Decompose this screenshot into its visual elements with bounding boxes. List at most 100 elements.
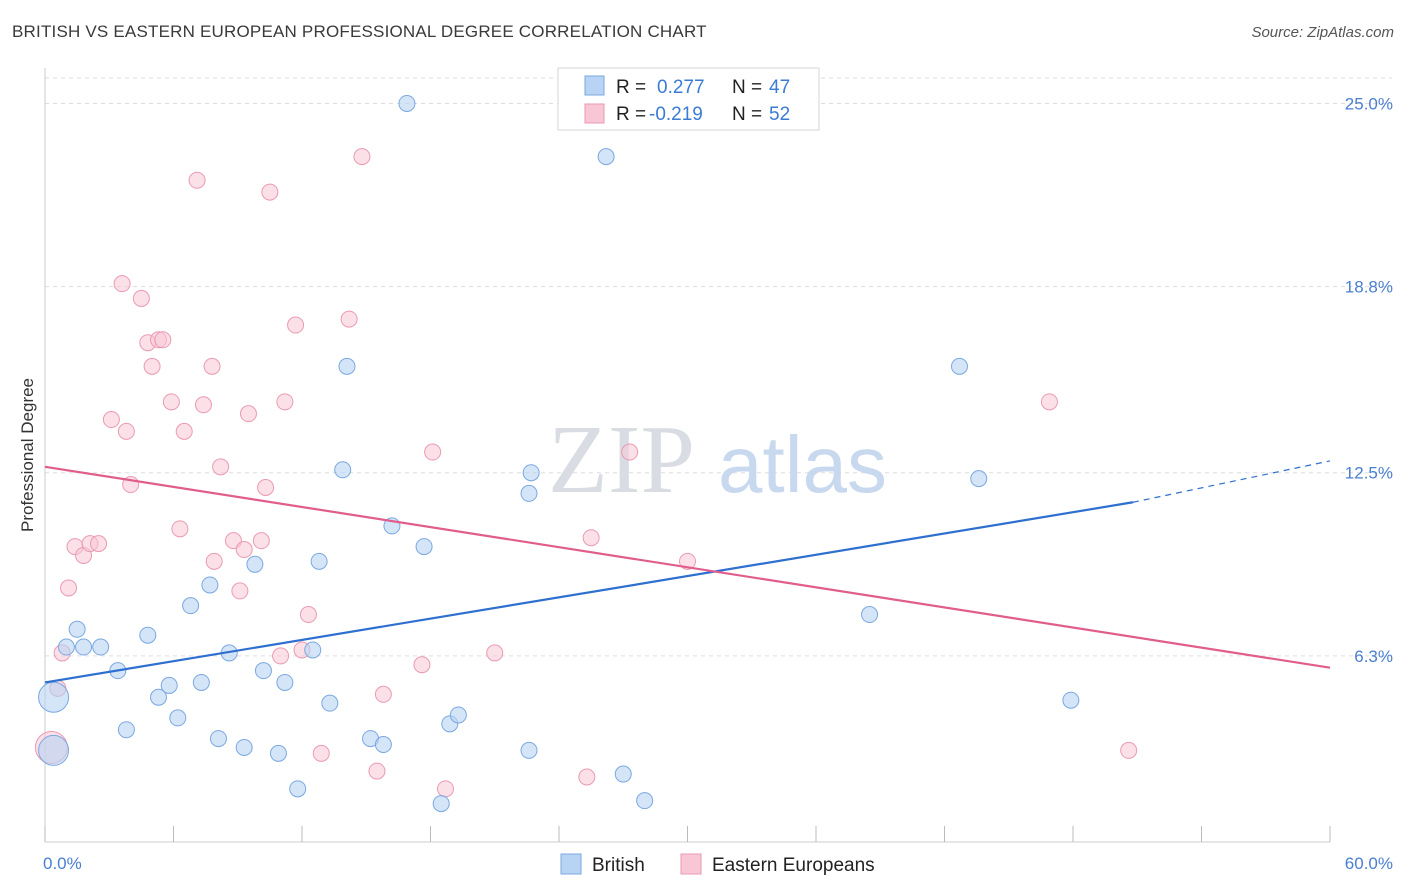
eastern-point [424,443,442,461]
british-point [92,638,110,656]
y-tick-label-0: 6.3% [1354,647,1393,666]
eastern-point [171,520,189,538]
chart-title: BRITISH VS EASTERN EUROPEAN PROFESSIONAL… [12,22,707,41]
british-point [38,681,70,713]
eastern-point [1120,741,1138,759]
british-point [75,638,93,656]
eastern-point [194,396,212,414]
british-trend-line [44,501,1134,684]
bottom-legend-eastern: Eastern Europeans [712,855,875,876]
eastern-point [175,422,193,440]
legend-eastern-r-label: R = [616,104,646,125]
british-point [374,736,392,754]
eastern-point [679,552,696,570]
legend-british-n-label: N = [732,77,762,98]
y-tick-labels: 6.3% 12.5% 18.8% 25.0% [1345,94,1393,665]
british-point [597,148,615,166]
british-point [68,620,86,638]
british-point [415,538,433,556]
british-point [269,744,287,762]
british-point [321,694,339,712]
eastern-point [203,357,221,375]
british-point [861,606,879,624]
eastern-point [102,411,120,429]
eastern-point [272,647,290,665]
british-point [334,461,352,479]
british-point [209,730,227,748]
eastern-point [231,582,249,600]
eastern-point [1040,393,1058,411]
eastern-point [212,458,230,476]
british-point [246,555,264,573]
british-point [520,741,538,759]
british-point [160,676,178,694]
british-point [169,709,187,727]
bottom-legend-swatch-eastern [680,853,702,875]
eastern-point [261,183,279,201]
british-point [398,94,416,112]
bottom-legend: British Eastern Europeans [560,853,875,876]
legend-british-n-value: 47 [769,77,790,98]
british-point [449,706,467,724]
eastern-point [353,148,371,166]
legend-eastern-r-value: -0.219 [649,104,703,125]
eastern-point [340,310,358,328]
y-tick-label-1: 12.5% [1345,464,1393,483]
legend-british-r-label: R = [616,77,646,98]
chart-source: Source: ZipAtlas.com [1251,24,1394,41]
british-point [522,464,540,482]
eastern-point [154,331,172,349]
british-point [304,641,322,659]
legend-swatch-british [584,75,605,96]
eastern-point [578,768,596,786]
eastern-point [436,780,454,798]
eastern-point [205,552,223,570]
british-point [520,484,538,502]
series-british [38,94,1080,813]
eastern-point [621,443,639,461]
legend-british-r-value: 0.277 [657,77,705,98]
eastern-point [143,357,161,375]
trend-lines [44,460,1331,684]
british-point [276,673,294,691]
eastern-point [374,685,392,703]
bottom-legend-swatch-british [560,853,582,875]
british-point [38,734,70,766]
british-point [192,673,210,691]
legend-eastern-n-value: 52 [769,104,790,125]
eastern-point [257,478,275,496]
british-point [310,552,328,570]
y-tick-label-3: 25.0% [1345,94,1393,113]
eastern-point [312,744,330,762]
eastern-point [235,541,253,559]
x-tick-label-1: 60.0% [1345,854,1393,873]
british-point [1062,691,1080,709]
british-point [201,576,219,594]
legend-swatch-eastern [584,103,605,124]
british-point [950,357,968,375]
top-legend: R = 0.277 N = 47 R = -0.219 N = 52 [557,67,820,131]
eastern-point [299,606,317,624]
bottom-legend-british: British [592,855,645,876]
y-axis-label: Professional Degree [18,378,37,532]
british-point [289,780,307,798]
eastern-point [132,289,150,307]
british-point [254,662,272,680]
eastern-point [368,762,386,780]
british-point [139,626,157,644]
x-tick-label-0: 0.0% [43,854,82,873]
eastern-point [287,316,305,334]
eastern-point [117,422,135,440]
british-point [614,765,632,783]
british-point [636,792,654,810]
british-point [235,738,253,756]
y-tick-label-2: 18.8% [1345,278,1393,297]
x-tick-labels: 0.0% 60.0% [43,854,1393,873]
eastern-point [60,579,78,597]
eastern-point [252,532,270,550]
eastern-trend-line [44,465,1331,669]
eastern-point [582,529,600,547]
eastern-point [162,393,180,411]
watermark: ZIP atlas [548,406,887,514]
